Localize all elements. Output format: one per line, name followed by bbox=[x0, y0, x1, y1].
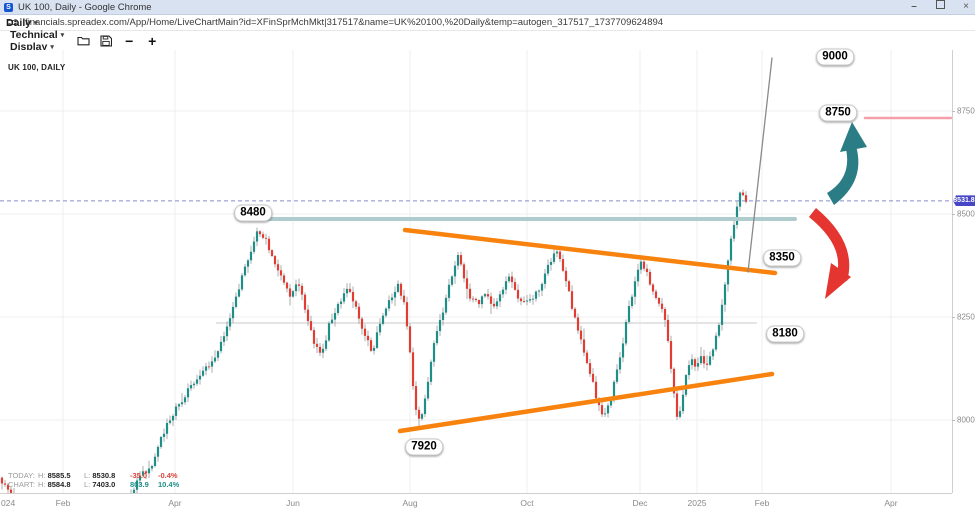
y-tick bbox=[952, 317, 955, 318]
chevron-down-icon: ▾ bbox=[34, 19, 38, 27]
menu-display[interactable]: Display ▾ bbox=[10, 41, 64, 53]
zoom-in-icon[interactable]: + bbox=[148, 32, 157, 49]
y-tick bbox=[952, 111, 955, 112]
x-axis-label: 024 bbox=[1, 498, 16, 508]
price-label-8750: 8750 bbox=[819, 104, 857, 122]
y-axis-label: 8250 bbox=[957, 312, 975, 322]
chevron-down-icon: ▾ bbox=[50, 43, 54, 51]
site-settings-icon[interactable] bbox=[7, 18, 18, 28]
restore-icon bbox=[935, 0, 945, 9]
current-price-badge: 8531.8 bbox=[953, 195, 975, 207]
close-button[interactable]: × bbox=[963, 1, 969, 12]
menu-daily[interactable]: Daily ▾ bbox=[6, 17, 64, 29]
save-icon[interactable] bbox=[99, 34, 113, 48]
session-stats: TODAY: H: 8585.5 L: 8530.8 -35.0 -0.4% CHART:… bbox=[8, 471, 186, 489]
stats-row: TODAY: H: 8585.5 L: 8530.8 -35.0 -0.4% bbox=[8, 471, 178, 480]
window-title: UK 100, Daily - Google Chrome bbox=[18, 1, 152, 13]
x-axis-label: Dec bbox=[632, 498, 648, 508]
y-tick bbox=[952, 214, 955, 215]
price-label-8350: 8350 bbox=[763, 249, 801, 267]
menu-label: Technical bbox=[10, 28, 58, 41]
bullish-curved-arrow bbox=[827, 122, 867, 205]
chart-canvas[interactable]: UK 100, DAILY 9000 8750 8480 8350 8180 7920 8… bbox=[0, 48, 975, 513]
x-axis-label: 2025 bbox=[687, 498, 707, 508]
spreadex-favicon-icon: S bbox=[4, 2, 13, 12]
x-axis-label: Feb bbox=[754, 498, 770, 508]
price-label-9000: 9000 bbox=[816, 48, 854, 66]
x-axis-label: Aug bbox=[402, 498, 418, 508]
chevron-down-icon: ▾ bbox=[60, 31, 65, 39]
x-axis-label: Oct bbox=[520, 498, 534, 508]
price-label-8180: 8180 bbox=[766, 325, 804, 343]
y-axis-label: 8750 bbox=[957, 106, 975, 116]
chart-symbol-title: UK 100, DAILY bbox=[8, 63, 66, 72]
y-tick bbox=[952, 420, 955, 421]
y-axis-line[interactable] bbox=[952, 50, 953, 493]
menu-label: Display bbox=[10, 40, 48, 53]
open-folder-icon[interactable] bbox=[76, 34, 90, 48]
menu-technical[interactable]: Technical ▾ bbox=[10, 29, 64, 41]
title-bar: S UK 100, Daily - Google Chrome – × bbox=[0, 0, 975, 15]
address-bar[interactable]: financials.spreadex.com/App/Home/LiveCha… bbox=[0, 15, 975, 31]
y-axis-label: 8000 bbox=[957, 415, 975, 425]
bearish-curved-arrow bbox=[809, 208, 851, 299]
minimize-button[interactable]: – bbox=[911, 1, 917, 12]
x-axis-label: Apr bbox=[884, 498, 898, 508]
url-text[interactable]: financials.spreadex.com/App/Home/LiveCha… bbox=[25, 17, 664, 28]
x-axis-line bbox=[0, 493, 952, 494]
candlestick-plot[interactable] bbox=[0, 50, 952, 493]
menu-label: Daily bbox=[6, 16, 32, 29]
price-label-7920: 7920 bbox=[405, 438, 443, 456]
x-axis-label: Jun bbox=[286, 498, 300, 508]
y-axis-label: 8500 bbox=[957, 209, 975, 219]
x-axis-label: Apr bbox=[168, 498, 182, 508]
price-label-8480: 8480 bbox=[234, 204, 272, 222]
zoom-out-icon[interactable]: − bbox=[125, 32, 134, 49]
stats-row: CHART: H: 8584.8 L: 7403.0 803.9 10.4% bbox=[8, 480, 180, 489]
x-axis-label: Feb bbox=[55, 498, 71, 508]
restore-button[interactable] bbox=[935, 0, 945, 14]
